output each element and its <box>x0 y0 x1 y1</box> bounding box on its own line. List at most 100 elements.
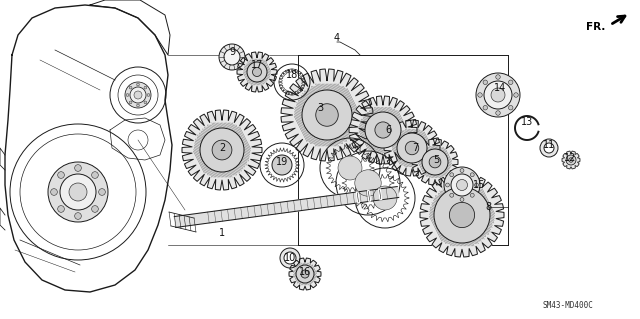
Circle shape <box>460 197 464 202</box>
Circle shape <box>355 170 381 196</box>
Polygon shape <box>182 110 262 190</box>
Circle shape <box>134 91 142 99</box>
Circle shape <box>284 252 296 264</box>
Circle shape <box>224 49 240 65</box>
Circle shape <box>247 62 267 82</box>
Circle shape <box>92 206 99 212</box>
Circle shape <box>470 173 474 177</box>
Circle shape <box>483 106 488 110</box>
Circle shape <box>444 167 480 203</box>
Text: 8: 8 <box>485 202 491 212</box>
Circle shape <box>375 122 391 138</box>
Circle shape <box>126 93 129 96</box>
Text: 6: 6 <box>385 125 391 135</box>
Circle shape <box>509 80 513 85</box>
Circle shape <box>75 165 81 171</box>
Polygon shape <box>420 173 504 257</box>
Circle shape <box>147 93 150 96</box>
Polygon shape <box>281 69 373 161</box>
Circle shape <box>296 265 314 283</box>
Circle shape <box>450 193 454 197</box>
Polygon shape <box>562 151 580 169</box>
Polygon shape <box>349 96 417 164</box>
Circle shape <box>253 68 262 77</box>
Circle shape <box>445 183 449 187</box>
Circle shape <box>509 106 513 110</box>
Circle shape <box>405 141 419 155</box>
Circle shape <box>456 180 467 190</box>
Circle shape <box>212 140 232 160</box>
Circle shape <box>434 187 490 243</box>
Circle shape <box>75 213 81 219</box>
Text: 5: 5 <box>433 155 439 165</box>
Circle shape <box>476 73 520 117</box>
Circle shape <box>338 156 362 180</box>
Circle shape <box>144 86 147 89</box>
Circle shape <box>397 133 427 163</box>
Circle shape <box>125 82 151 108</box>
Text: 13: 13 <box>521 117 533 127</box>
Circle shape <box>365 112 401 148</box>
Circle shape <box>144 101 147 104</box>
Circle shape <box>92 172 99 178</box>
Circle shape <box>450 173 454 177</box>
Circle shape <box>483 80 488 85</box>
Circle shape <box>569 158 573 162</box>
Circle shape <box>302 90 352 140</box>
Circle shape <box>69 183 87 201</box>
Circle shape <box>496 111 500 115</box>
Text: 9: 9 <box>229 47 235 57</box>
Text: 15: 15 <box>473 180 485 190</box>
Circle shape <box>474 183 479 187</box>
Circle shape <box>477 93 483 97</box>
Circle shape <box>48 162 108 222</box>
Polygon shape <box>237 52 277 92</box>
Circle shape <box>470 193 474 197</box>
Text: 19: 19 <box>276 157 288 167</box>
Text: SM43-MD400C: SM43-MD400C <box>543 300 593 309</box>
Text: 16: 16 <box>299 267 311 277</box>
Polygon shape <box>412 139 458 185</box>
Text: 2: 2 <box>219 143 225 153</box>
Circle shape <box>460 168 464 173</box>
Polygon shape <box>174 187 399 227</box>
Circle shape <box>484 81 512 109</box>
Circle shape <box>422 149 448 175</box>
Text: 11: 11 <box>543 140 555 150</box>
Circle shape <box>496 75 500 79</box>
Text: 14: 14 <box>494 83 506 93</box>
Circle shape <box>58 206 65 212</box>
Circle shape <box>136 83 140 86</box>
Circle shape <box>136 104 140 107</box>
Circle shape <box>280 248 300 268</box>
Text: 10: 10 <box>284 253 296 263</box>
Circle shape <box>566 155 576 165</box>
Polygon shape <box>289 258 321 290</box>
Circle shape <box>451 174 473 196</box>
Text: 3: 3 <box>317 103 323 113</box>
Circle shape <box>129 101 132 104</box>
Circle shape <box>60 174 96 210</box>
Circle shape <box>129 86 132 89</box>
Circle shape <box>99 189 106 195</box>
Text: 4: 4 <box>334 33 340 43</box>
Circle shape <box>429 156 441 168</box>
Circle shape <box>544 143 554 153</box>
Circle shape <box>219 44 245 70</box>
Circle shape <box>58 172 65 178</box>
Text: 17: 17 <box>251 60 263 70</box>
Text: 12: 12 <box>564 153 576 163</box>
Circle shape <box>272 155 292 175</box>
Text: 18: 18 <box>286 70 298 80</box>
Circle shape <box>200 128 244 172</box>
Circle shape <box>301 270 309 278</box>
Circle shape <box>130 87 146 103</box>
Text: FR.: FR. <box>586 22 605 32</box>
Circle shape <box>491 88 505 102</box>
Circle shape <box>51 189 58 195</box>
Circle shape <box>373 186 397 210</box>
Polygon shape <box>384 120 440 176</box>
Text: 7: 7 <box>412 143 418 153</box>
Circle shape <box>316 104 339 126</box>
Circle shape <box>449 202 475 227</box>
